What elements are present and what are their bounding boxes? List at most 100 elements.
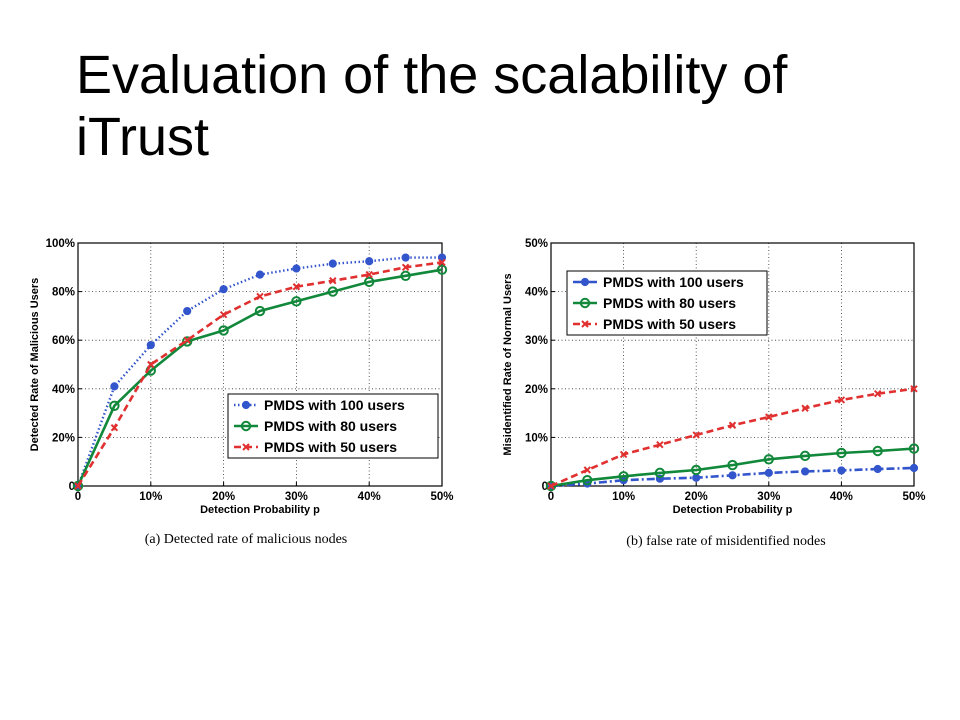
data-point	[692, 473, 701, 482]
legend-label: PMDS with 80 users	[603, 295, 736, 311]
data-point	[691, 464, 702, 476]
data-point	[438, 258, 446, 267]
legend-marker	[581, 320, 589, 328]
data-point	[219, 285, 228, 294]
data-point	[401, 253, 410, 262]
data-point	[763, 454, 774, 465]
series-1	[73, 253, 447, 491]
data-point	[183, 306, 192, 316]
legend-marker	[241, 400, 251, 410]
y-tick-label: 40%	[52, 384, 75, 396]
series-line	[76, 268, 443, 487]
data-point	[110, 382, 119, 391]
data-point	[365, 270, 373, 279]
data-point	[801, 467, 810, 476]
data-point	[401, 263, 410, 272]
x-axis-label: Detection Probability p	[673, 504, 793, 516]
chart-detected-rate-svg: 0 10% 20% 30% 40% 50% 0 20% 40% 60% 80% 100% Detecti…	[29, 238, 454, 516]
data-point	[654, 467, 666, 479]
data-point	[583, 466, 592, 474]
x-tick-label: 0	[548, 491, 554, 503]
data-point	[545, 480, 557, 492]
data-point	[728, 471, 737, 480]
legend: PMDS with 100 users PMDS with 80 users PMD…	[227, 393, 439, 459]
y-tick-label: 100%	[46, 238, 75, 250]
y-axis-label: Misidentified Rate of Normal Users	[502, 273, 514, 455]
y-tick-label: 60%	[52, 335, 75, 347]
chart-misidentified-rate-caption: (b) false rate of misidentified nodes	[626, 534, 826, 549]
series-line	[550, 447, 915, 488]
y-tick-label: 40%	[525, 287, 548, 299]
data-point	[183, 336, 191, 344]
legend-label: PMDS with 100 users	[264, 397, 405, 413]
data-point	[872, 445, 883, 457]
y-axis-label: Detected Rate of Malicious Users	[29, 278, 41, 452]
x-tick-label: 30%	[285, 491, 308, 503]
y-tick-label: 20%	[525, 384, 548, 396]
data-point	[436, 264, 448, 275]
legend-item: PMDS with 80 users	[234, 418, 397, 434]
legend: PMDS with 100 users PMDS with 80 users PMD…	[566, 270, 768, 336]
data-point	[219, 310, 228, 319]
data-point	[692, 431, 700, 439]
data-point	[764, 468, 773, 477]
data-point	[110, 423, 119, 432]
legend-label: PMDS with 50 users	[603, 316, 736, 332]
series-3	[547, 385, 918, 490]
data-point	[218, 325, 229, 336]
data-point	[727, 459, 738, 471]
y-tick-label: 30%	[525, 335, 548, 347]
data-point	[147, 360, 155, 369]
plot-frame	[77, 242, 443, 487]
data-point	[582, 474, 593, 486]
data-point	[400, 270, 411, 282]
data-point	[365, 257, 374, 266]
legend-label: PMDS with 100 users	[603, 274, 744, 290]
data-point	[908, 443, 920, 454]
plot-frame	[550, 242, 915, 487]
x-tick-label: 20%	[212, 491, 235, 503]
legend-item: PMDS with 100 users	[573, 274, 744, 290]
legend-marker	[240, 420, 252, 432]
data-point	[292, 264, 301, 273]
x-tick-label: 30%	[757, 491, 780, 503]
x-tick-label: 0	[75, 491, 81, 503]
data-point	[799, 450, 811, 462]
x-tick-label: 40%	[358, 491, 381, 503]
data-point	[256, 292, 264, 301]
data-point	[74, 482, 82, 490]
legend-label: PMDS with 50 users	[264, 439, 397, 455]
data-point	[328, 259, 337, 268]
x-tick-label: 40%	[830, 491, 853, 503]
x-tick-label: 50%	[902, 491, 925, 503]
y-tick-label: 80%	[52, 287, 75, 299]
data-point	[109, 400, 120, 412]
data-point	[837, 396, 846, 404]
y-tick-label: 20%	[52, 432, 75, 444]
chart-detected-rate-caption: (a) Detected rate of malicious nodes	[144, 532, 348, 547]
x-tick-label: 20%	[685, 491, 708, 503]
chart-misidentified-rate-svg: 0 10% 20% 30% 40% 50% 0 10% 20% 30% 40% 50% Detectio…	[502, 238, 926, 516]
data-point	[873, 464, 882, 474]
x-axis-label: Detection Probability p	[200, 504, 320, 516]
data-point	[837, 466, 846, 475]
data-point	[765, 413, 773, 421]
y-tick-label: 0	[542, 481, 548, 493]
data-point	[801, 404, 809, 412]
slide-title: Evaluation of the scalability of iTrust	[76, 45, 788, 167]
data-point	[146, 340, 155, 350]
data-point	[547, 482, 555, 490]
data-point	[327, 286, 338, 297]
data-point	[618, 471, 629, 482]
legend-item: PMDS with 50 users	[573, 316, 736, 332]
series-2	[545, 443, 920, 492]
series-2	[72, 264, 448, 492]
legend-item: PMDS with 100 users	[234, 397, 405, 413]
legend-marker	[580, 277, 590, 287]
data-point	[72, 480, 84, 492]
data-point	[728, 421, 737, 429]
x-tick-label: 10%	[612, 491, 635, 503]
data-point	[909, 463, 919, 473]
data-point	[182, 336, 193, 347]
data-point	[873, 389, 882, 398]
